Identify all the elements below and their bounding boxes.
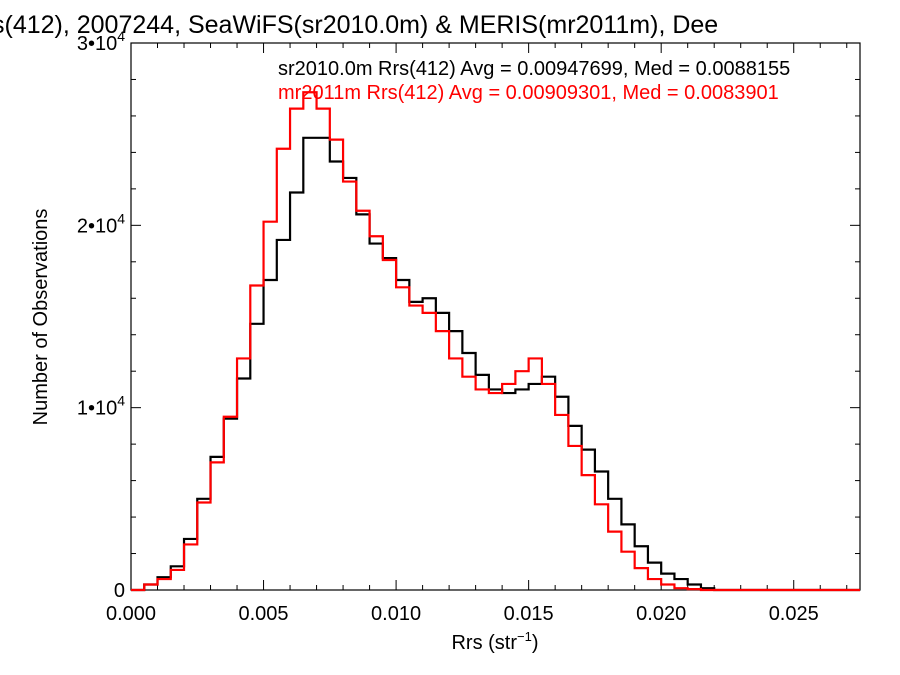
x-axis-label: Rrs (str−1) — [451, 629, 538, 654]
x-axis-ticks: 0.000 0.005 0.010 0.015 0.020 0.025 — [106, 43, 848, 625]
x-tick-label-3: 0.015 — [504, 603, 554, 625]
y-tick-label-1: 1•104 — [77, 393, 125, 420]
series-layer — [131, 91, 860, 592]
plot-frame — [130, 42, 861, 591]
series-line-1 — [131, 91, 860, 592]
x-tick-label-0: 0.000 — [106, 603, 156, 625]
y-tick-label-0: 0 — [114, 580, 125, 602]
x-axis-label-text: Rrs (str — [451, 632, 517, 654]
x-axis-label-end: ) — [532, 632, 539, 654]
y-tick-base-3: 3•10 — [77, 33, 117, 55]
y-tick-base-0: 0 — [114, 580, 125, 602]
chart-title: s(412), 2007244, SeaWiFS(sr2010.0m) & ME… — [0, 11, 718, 39]
legend: sr2010.0m Rrs(412) Avg = 0.00947699, Med… — [278, 58, 790, 104]
x-tick-label-1: 0.005 — [239, 603, 289, 625]
y-tick-base-2: 2•10 — [77, 215, 117, 237]
y-tick-exponent-3: 4 — [117, 28, 125, 44]
series-line-0 — [131, 136, 860, 592]
x-axis-label-superscript: −1 — [517, 629, 532, 644]
y-tick-label-3: 3•104 — [77, 28, 125, 55]
legend-entry-1: mr2011m Rrs(412) Avg = 0.00909301, Med =… — [278, 82, 779, 104]
y-tick-base-1: 1•10 — [77, 398, 117, 420]
x-tick-label-4: 0.020 — [636, 603, 686, 625]
x-tick-label-2: 0.010 — [371, 603, 421, 625]
x-tick-label-5: 0.025 — [769, 603, 819, 625]
y-axis-label: Number of Observations — [30, 209, 52, 426]
legend-entry-0: sr2010.0m Rrs(412) Avg = 0.00947699, Med… — [278, 58, 790, 80]
y-tick-exponent-2: 4 — [117, 210, 125, 226]
y-tick-exponent-1: 4 — [117, 393, 125, 409]
y-tick-label-2: 2•104 — [77, 210, 125, 237]
